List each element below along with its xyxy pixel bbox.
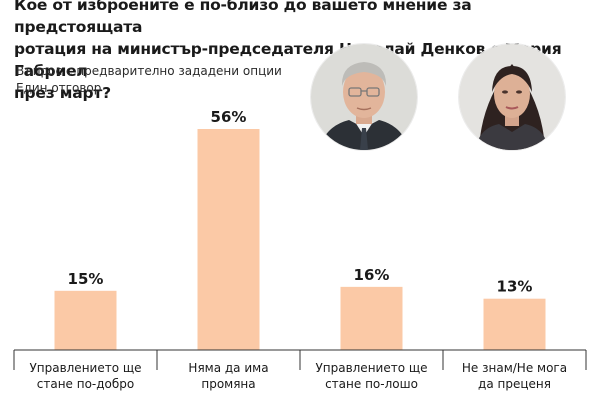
bar: [197, 129, 260, 350]
question-type: Въпрос с предварително зададени опции: [16, 64, 282, 78]
category-label: промяна: [201, 377, 255, 391]
category-label: стане по-добро: [37, 377, 135, 391]
chart-title: Кое от изброените е по-близо до вашето м…: [14, 0, 574, 104]
category-label: Не знам/Не мога: [462, 361, 567, 375]
bar: [340, 286, 403, 350]
portrait-man-image: [311, 44, 417, 150]
title-line: Кое от изброените е по-близо до вашето м…: [14, 0, 472, 36]
title-line: през март?: [14, 84, 111, 102]
data-label: 56%: [211, 108, 247, 126]
bar: [54, 290, 117, 350]
question-meta: Въпрос с предварително зададени опции Ед…: [16, 63, 282, 97]
portrait-woman-photo: [459, 44, 565, 150]
portrait-man-photo: [311, 44, 417, 150]
title-line: ротация на министър-председателя Николай…: [14, 40, 562, 80]
data-label: 16%: [354, 266, 390, 284]
category-label: стане по-лошо: [325, 377, 418, 391]
data-label: 15%: [68, 270, 104, 288]
category-label: Няма да има: [188, 361, 268, 375]
data-label: 13%: [497, 278, 533, 296]
answer-type: Един отговор: [16, 81, 102, 95]
category-label: да преценя: [478, 377, 551, 391]
category-label: Управлението ще: [315, 361, 427, 375]
category-label: Управлението ще: [29, 361, 141, 375]
portrait-woman-image: [459, 44, 565, 150]
bar: [483, 298, 546, 350]
